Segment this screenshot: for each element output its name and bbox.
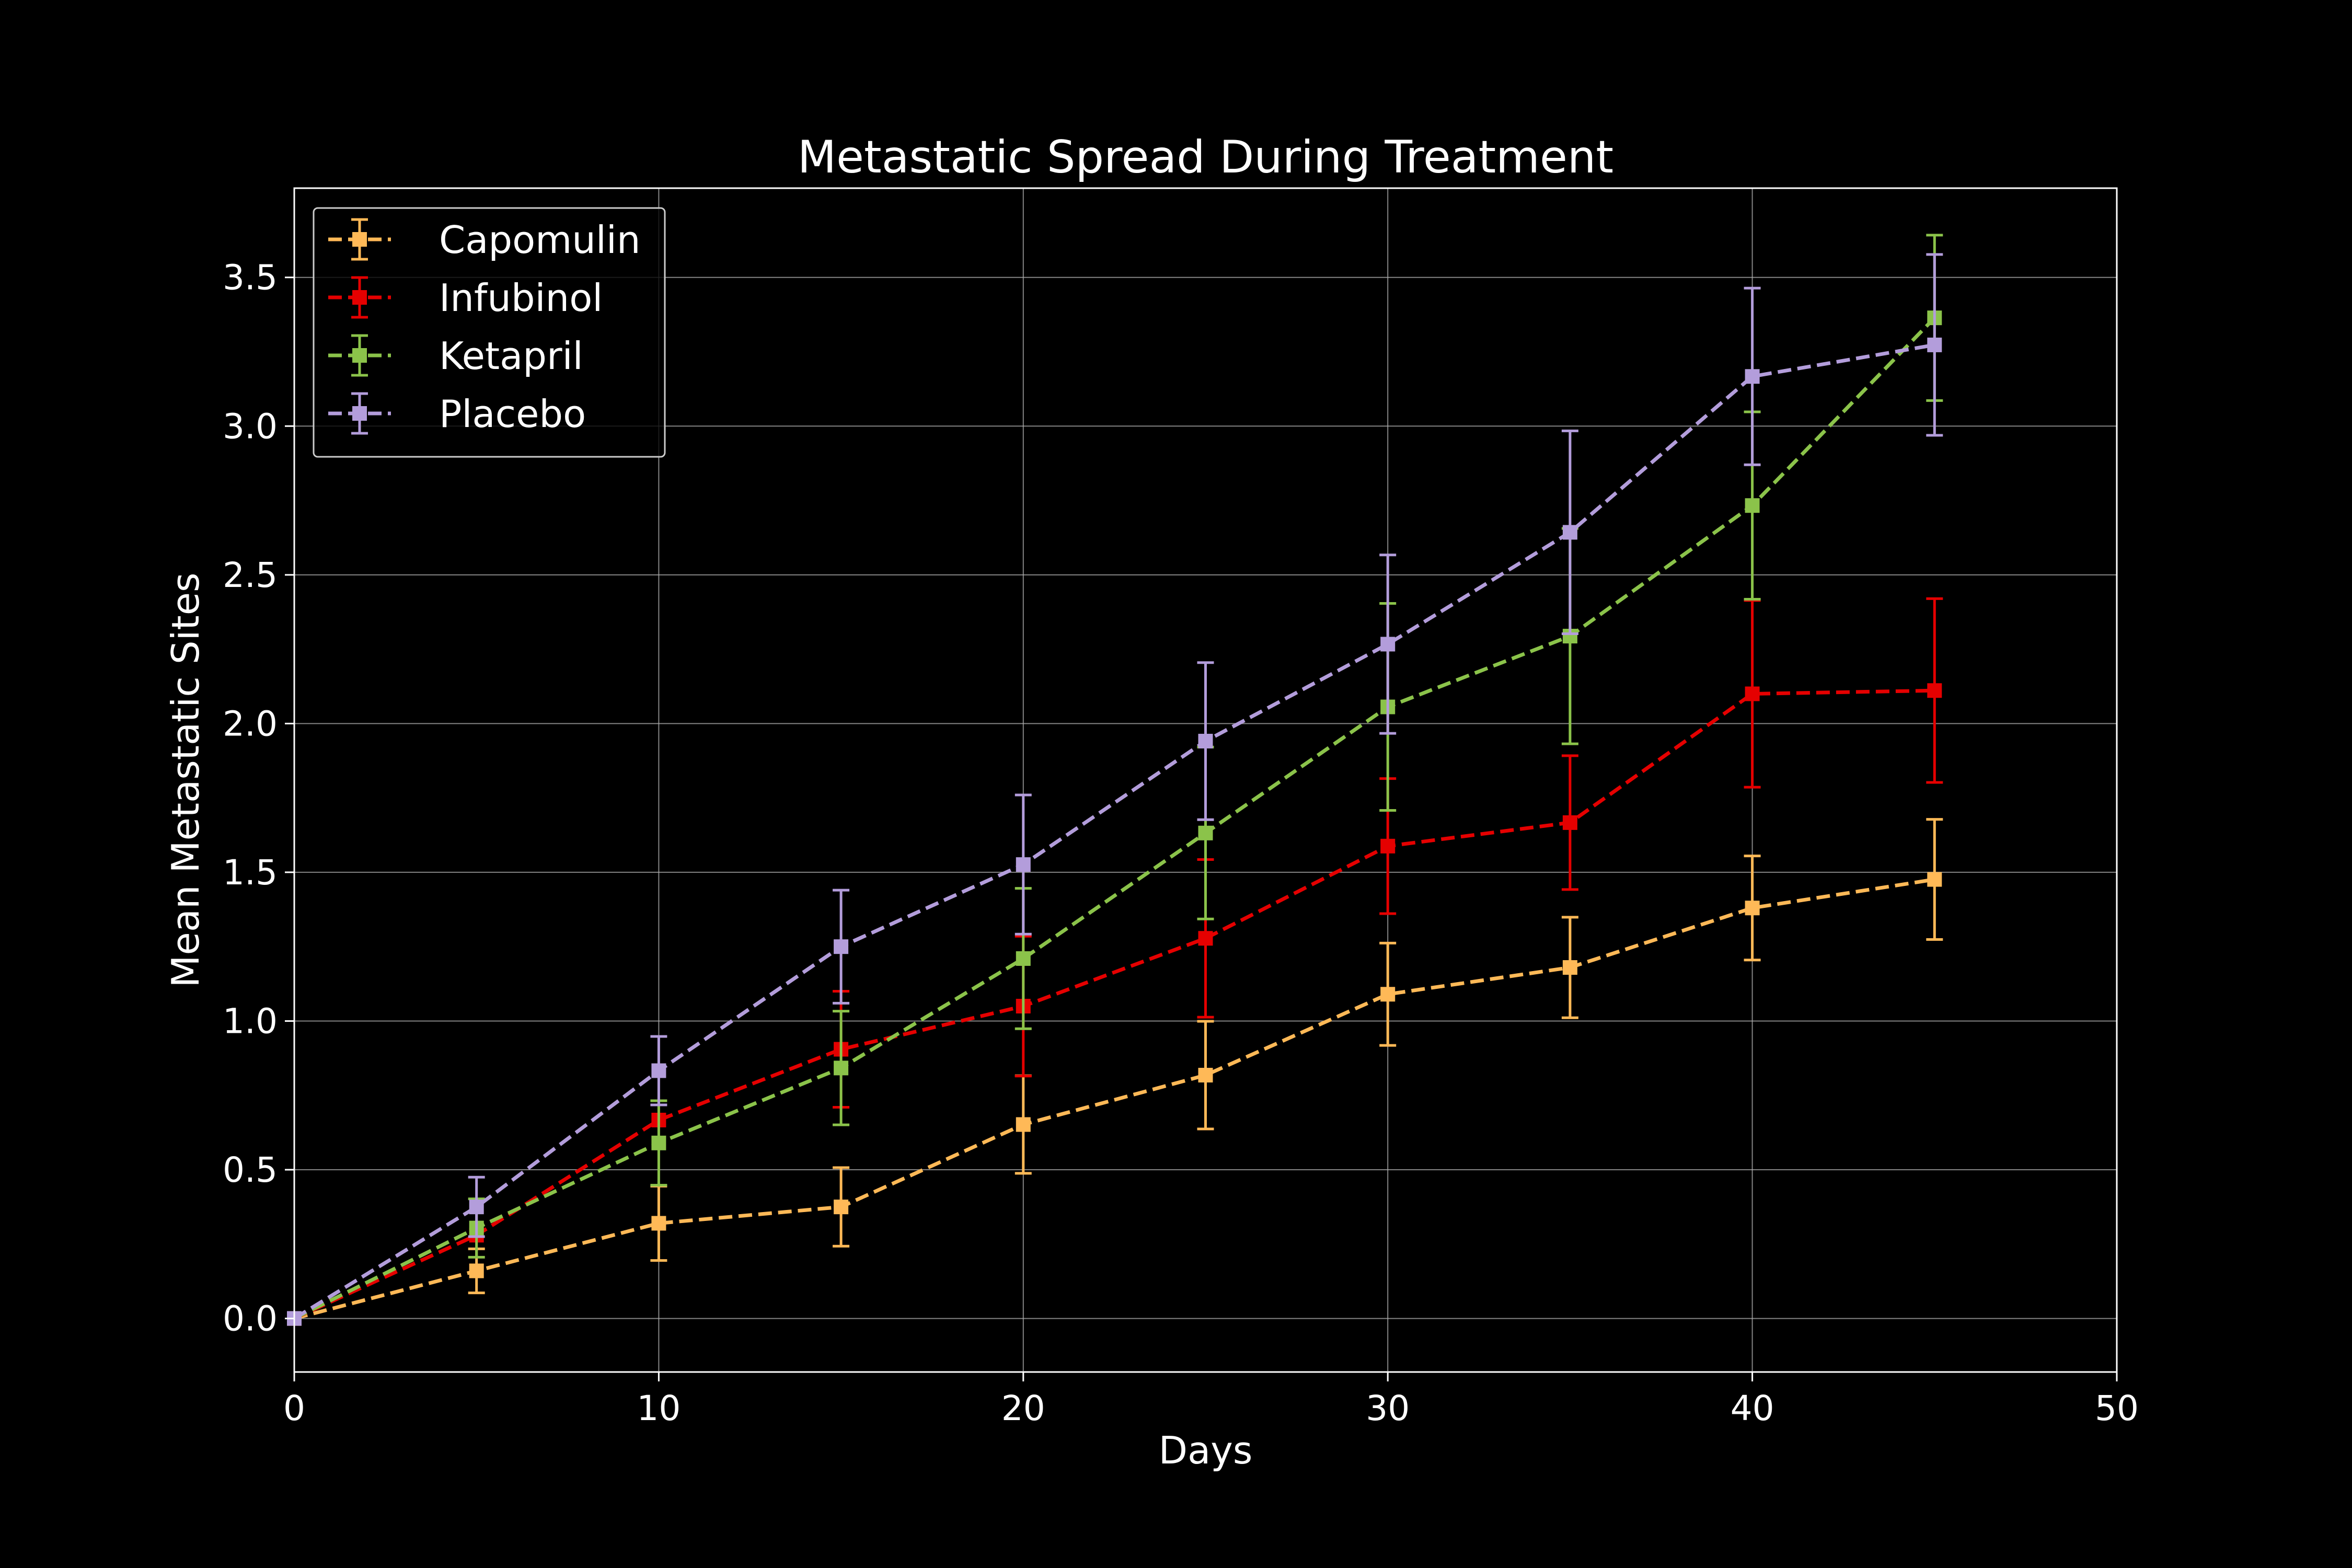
series-placebo (287, 253, 1943, 1326)
legend-item-ketapril: Ketapril (328, 334, 583, 378)
series-line (294, 878, 1935, 1320)
data-point (1562, 815, 1577, 830)
legend-item-placebo: Placebo (328, 392, 586, 436)
data-point (1016, 857, 1031, 872)
data-point (651, 1063, 666, 1078)
legend-marker (352, 348, 367, 363)
data-point (1745, 686, 1760, 701)
x-tick-label: 20 (1001, 1388, 1045, 1428)
series-capomulin (287, 818, 1943, 1326)
data-point (1198, 931, 1213, 946)
legend-marker (352, 406, 367, 421)
series-layer (287, 234, 1943, 1326)
y-tick-label: 2.0 (223, 704, 278, 744)
y-tick-label: 0.0 (223, 1299, 278, 1339)
legend-label: Capomulin (439, 218, 641, 262)
data-point (1562, 525, 1577, 540)
data-point (834, 1060, 849, 1076)
x-tick-label: 40 (1731, 1388, 1774, 1428)
series-line (293, 343, 1935, 1320)
series-line (293, 688, 1935, 1320)
x-axis-label: Days (1159, 1428, 1253, 1472)
legend-items: Capomulin Infubinol Ketapril Placebo (328, 218, 641, 436)
data-point (1016, 1117, 1031, 1132)
y-tick-label: 3.0 (223, 406, 278, 446)
y-tick-label: 0.5 (223, 1150, 278, 1190)
axis-ticks: 0 10 20 30 40 50 0.0 0.5 1.0 1.5 2.0 2.5 3.0 3.5 (223, 258, 2139, 1428)
data-point (1380, 987, 1396, 1002)
chart-title: Metastatic Spread During Treatment (798, 131, 1613, 183)
y-tick-label: 1.0 (223, 1001, 278, 1041)
data-point (1745, 498, 1760, 513)
x-tick-label: 10 (637, 1388, 681, 1428)
data-point (651, 1216, 666, 1231)
data-point (834, 1200, 849, 1215)
legend-label: Placebo (439, 392, 586, 436)
data-point (1380, 637, 1396, 652)
y-axis-label: Mean Metastatic Sites (164, 572, 207, 987)
data-point (834, 939, 849, 954)
legend-item-capomulin: Capomulin (328, 218, 641, 262)
x-tick-label: 50 (2095, 1388, 2139, 1428)
legend: Capomulin Infubinol Ketapril Placebo (313, 207, 666, 458)
series-line (293, 316, 1936, 1320)
legend-item-infubinol: Infubinol (328, 276, 603, 320)
data-point (1745, 369, 1760, 384)
data-point (1198, 1068, 1213, 1083)
plot-frame (293, 187, 2118, 1373)
data-point (1927, 337, 1942, 352)
x-tick-label: 0 (283, 1388, 305, 1428)
y-tick-label: 1.5 (223, 852, 278, 893)
data-point (1380, 838, 1396, 854)
data-point (1927, 872, 1942, 887)
data-point (651, 1135, 666, 1150)
legend-marker (352, 290, 367, 305)
data-point (1745, 901, 1760, 916)
legend-label: Infubinol (439, 276, 603, 320)
data-point (1198, 825, 1213, 840)
y-tick-label: 2.5 (223, 555, 278, 595)
data-point (469, 1200, 484, 1215)
y-tick-label: 3.5 (223, 258, 278, 298)
x-tick-label: 30 (1366, 1388, 1410, 1428)
legend-box (313, 207, 666, 458)
data-point (1016, 951, 1031, 966)
data-point (1198, 733, 1213, 748)
data-point (1562, 960, 1577, 975)
legend-marker (352, 232, 367, 247)
legend-label: Ketapril (439, 334, 583, 378)
data-point (1927, 683, 1942, 698)
data-point (469, 1263, 484, 1278)
